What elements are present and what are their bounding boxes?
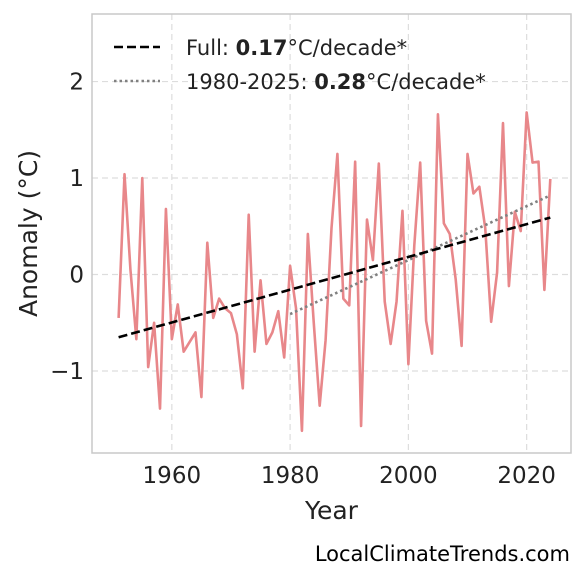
x-tick-label: 2020 [497,463,556,489]
y-tick-label: −1 [50,359,84,385]
x-axis-label: Year [304,496,359,525]
legend-full-value: 0.17 [236,36,288,60]
tick-labels: 1960 1980 2000 2020 −1 0 1 2 [50,70,556,489]
trend-line-recent [289,194,551,316]
x-tick-label: 1960 [143,463,202,489]
y-tick-label: 1 [69,166,84,192]
anomaly-line [117,111,552,433]
legend: Full: 0.17°C/decade* 1980-2025: 0.28°C/d… [114,36,486,94]
x-tick-label: 2000 [379,463,438,489]
grid-lines [92,14,571,453]
legend-recent-prefix: 1980-2025: [186,70,314,94]
anomaly-series [117,111,552,433]
y-tick-label: 2 [69,70,84,96]
legend-recent-suffix: °C/decade* [366,70,486,94]
legend-entry-full: Full: 0.17°C/decade* [186,36,407,60]
source-credit: LocalClimateTrends.com [314,542,570,566]
trend-lines [118,194,551,339]
y-axis-label: Anomaly (°C) [14,150,43,317]
x-tick-label: 1980 [261,463,320,489]
legend-entry-recent: 1980-2025: 0.28°C/decade* [186,70,486,94]
plot-frame [91,13,572,454]
legend-full-suffix: °C/decade* [288,36,408,60]
y-tick-label: 0 [69,263,84,289]
legend-full-prefix: Full: [186,36,236,60]
trend-line-full [118,216,551,339]
legend-recent-value: 0.28 [314,70,366,94]
